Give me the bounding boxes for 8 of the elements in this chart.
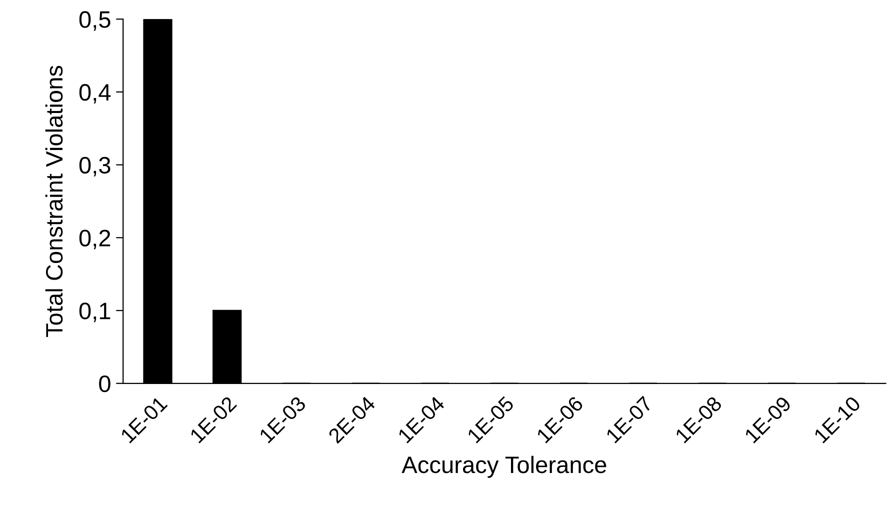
y-tick-label: 0,2 <box>79 230 110 250</box>
x-axis-title: Accuracy Tolerance <box>402 456 606 478</box>
y-tick-label: 0 <box>99 375 110 392</box>
y-axis-title: Total Constraint Violations <box>45 66 63 337</box>
y-tick-label: 0,4 <box>79 84 111 104</box>
y-tick-label: 0,5 <box>79 11 110 31</box>
y-tick-label: 0,1 <box>79 302 110 322</box>
y-tick-label: 0,3 <box>79 156 110 176</box>
